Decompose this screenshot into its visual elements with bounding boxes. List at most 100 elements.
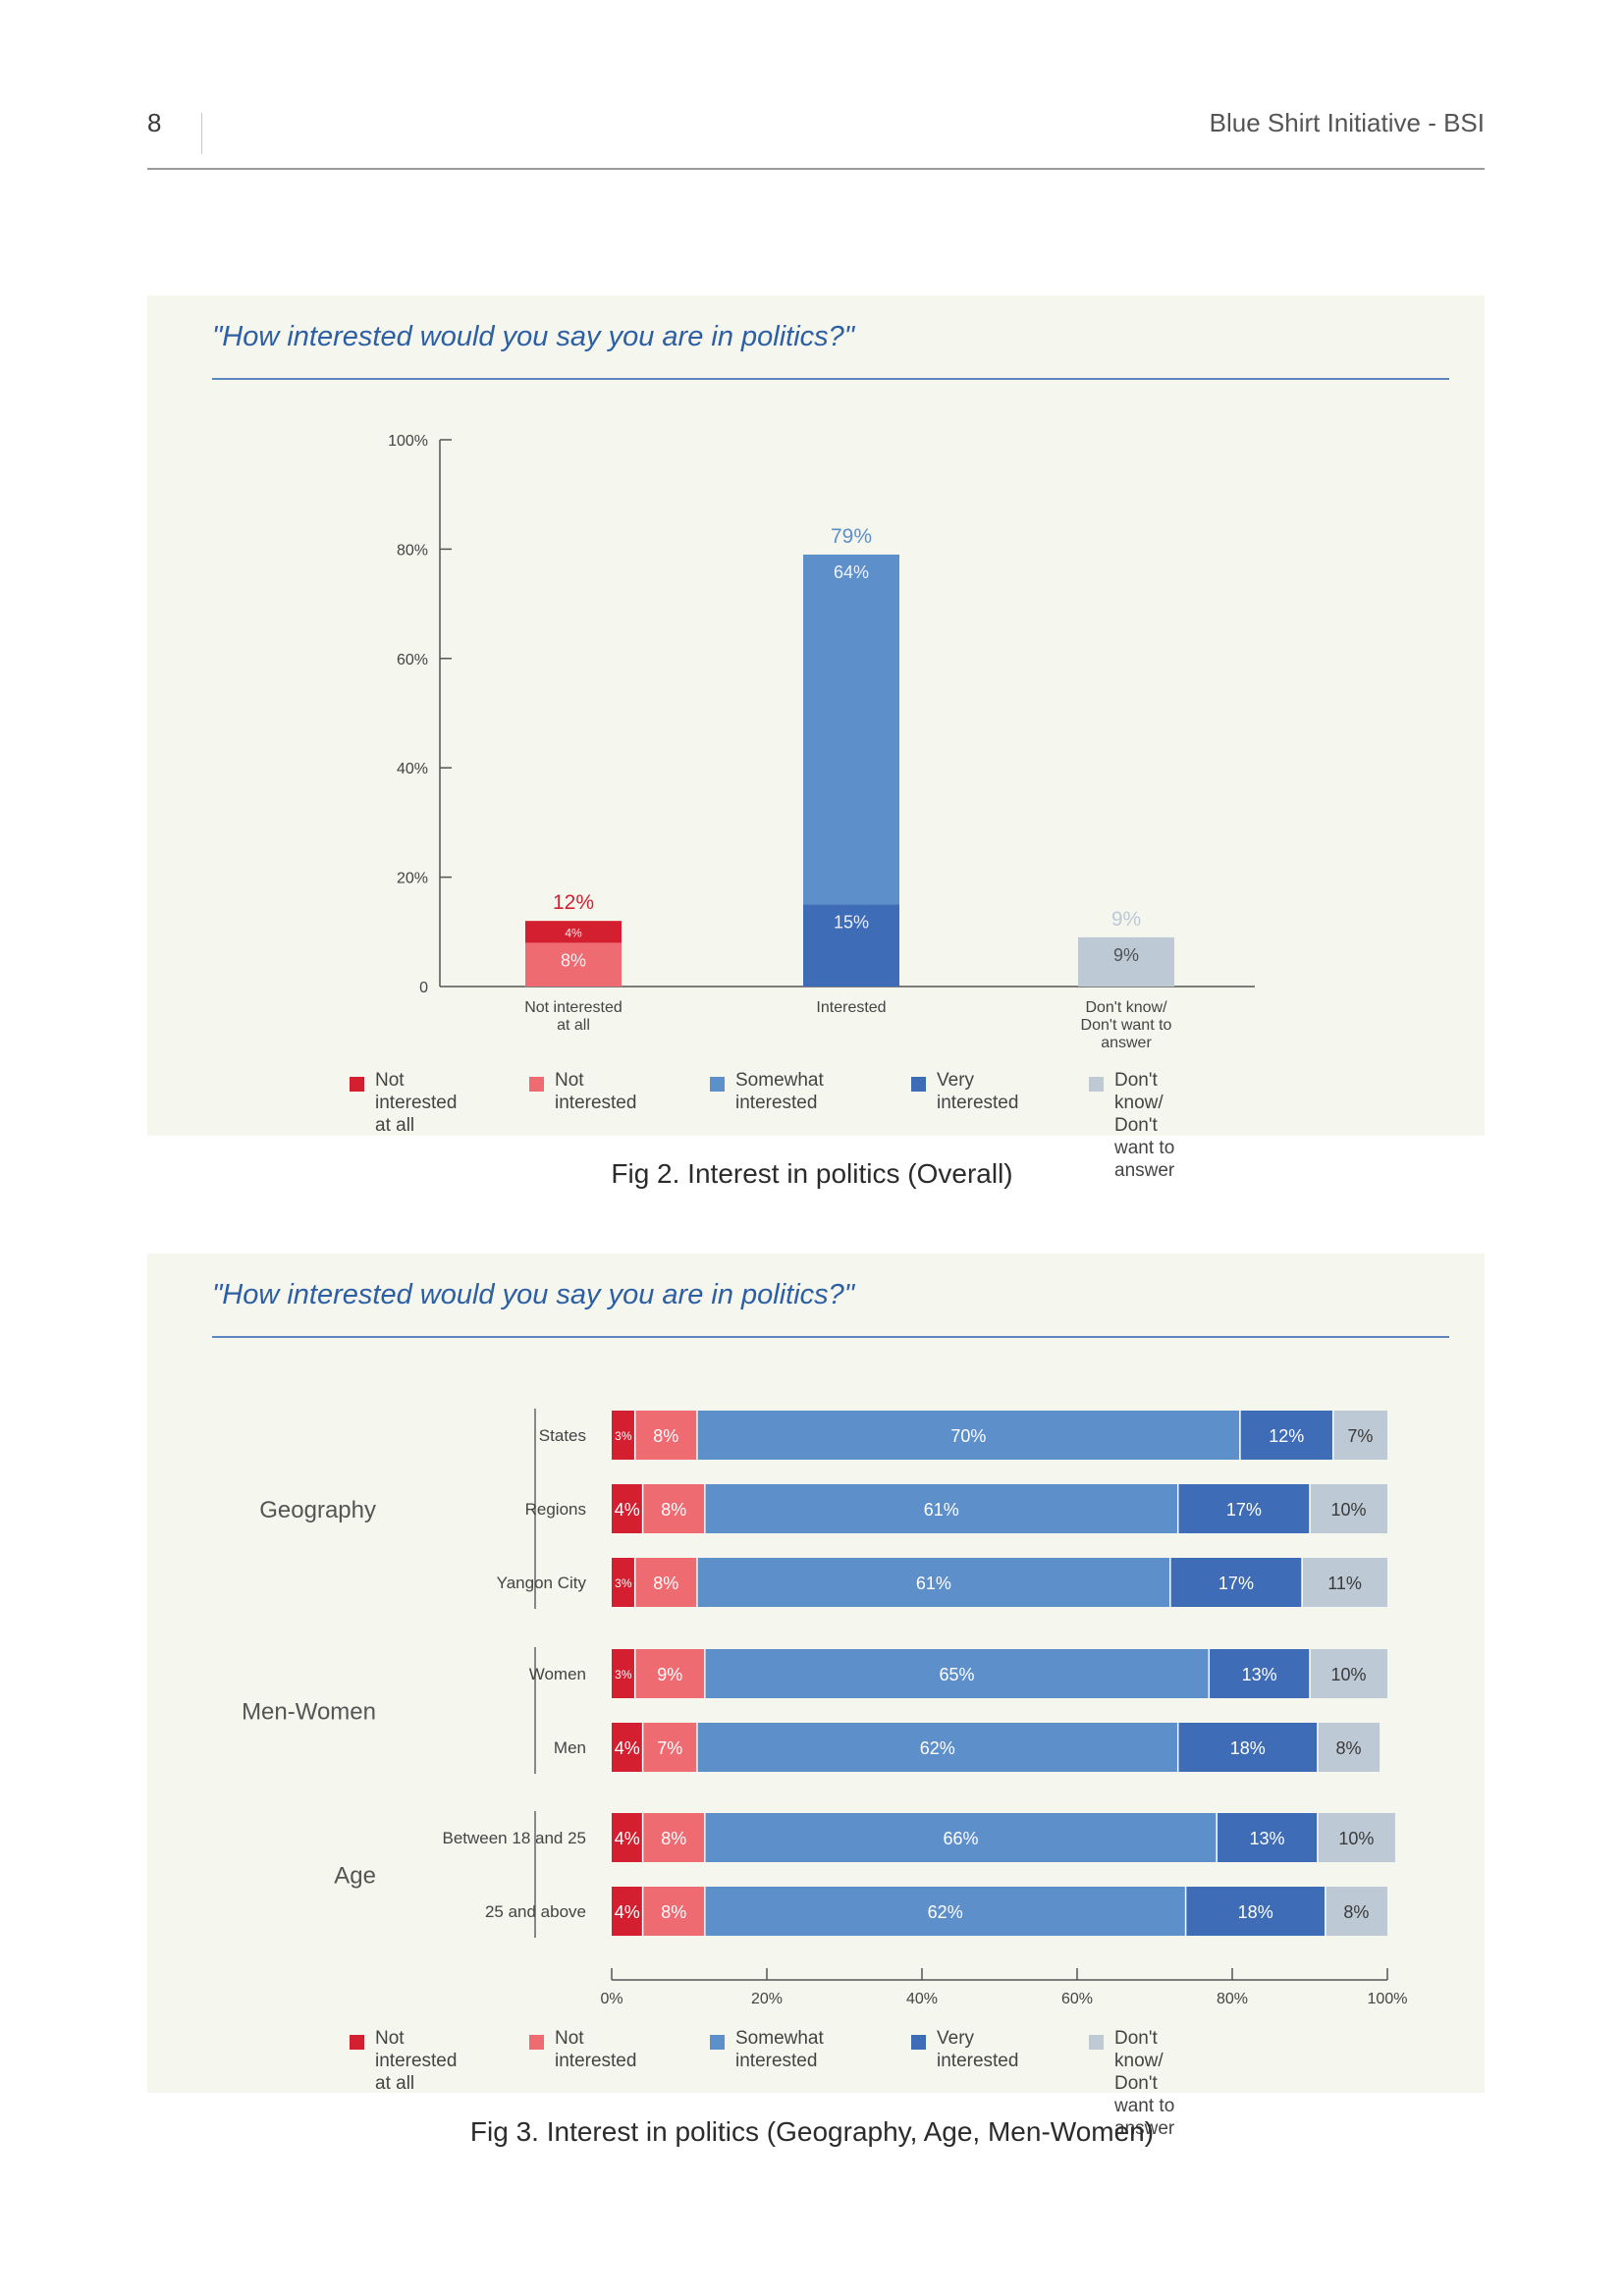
y-tick-label: 20% xyxy=(397,871,428,887)
bar-segment-label: 18% xyxy=(1230,1738,1266,1758)
bar-segment-label: 8% xyxy=(1335,1738,1361,1758)
legend-item-dont-know: Don't know/ Don't want to answer xyxy=(1089,2027,1174,2140)
bar-segment-label: 8% xyxy=(661,1902,686,1922)
bar-segment-not-at-all xyxy=(612,1411,635,1460)
legend-swatch xyxy=(1089,2035,1104,2050)
bar-segment-label: 17% xyxy=(1226,1500,1262,1520)
legend-label: Somewhat interested xyxy=(735,2028,824,2071)
bar-segment-somewhat xyxy=(696,1558,1170,1607)
legend-swatch xyxy=(710,1077,725,1092)
bar-segment-not-at-all xyxy=(612,1813,643,1862)
bar-segment-label: 61% xyxy=(924,1500,959,1520)
question-rule xyxy=(212,1336,1449,1338)
header-rule xyxy=(147,168,1485,170)
bar-segment-not-interested xyxy=(525,942,622,987)
bar-segment-label: 3% xyxy=(615,1576,632,1590)
legend-swatch xyxy=(350,1077,364,1092)
legend-item-not-interested: Not interested xyxy=(529,1069,636,1114)
bar-segment-not-interested xyxy=(642,1887,705,1936)
question-rule xyxy=(212,378,1449,380)
group-label: Age xyxy=(334,1863,376,1890)
bar-segment-somewhat xyxy=(704,1813,1218,1862)
figure-2-panel: "How interested would you say you are in… xyxy=(147,295,1485,1181)
bar-segment-somewhat xyxy=(704,1649,1210,1698)
row-label: Regions xyxy=(525,1500,586,1519)
x-tick-label: 80% xyxy=(1217,1991,1248,2007)
legend-swatch xyxy=(529,1077,544,1092)
bar-segment-label: 7% xyxy=(657,1738,682,1758)
bar-segment-dont-know xyxy=(1310,1649,1387,1698)
question-text: "How interested would you say you are in… xyxy=(212,1279,855,1310)
row-label: Yangon City xyxy=(497,1574,587,1592)
x-tick-label: 100% xyxy=(1368,1991,1408,2007)
bar-segment-somewhat xyxy=(696,1723,1178,1772)
question-text: "How interested would you say you are in… xyxy=(212,321,855,352)
row-label: Women xyxy=(529,1665,586,1683)
bar-segment-very xyxy=(1177,1484,1310,1533)
bar-segment-not-interested xyxy=(634,1411,697,1460)
bar-segment-not-at-all xyxy=(612,1484,643,1533)
figure-3-panel: "How interested would you say you are in… xyxy=(147,1254,1485,2139)
bar-segment-dont-know xyxy=(1317,1723,1380,1772)
segment-interest-bar-chart: Geography States 3% 8% 70% 12% 7% Regions 4% 8% 61… xyxy=(242,1409,1408,2007)
bar-segment-not-at-all xyxy=(612,1558,635,1607)
bar-segment-not-interested xyxy=(642,1723,697,1772)
bar-segment-label: 4% xyxy=(615,1738,640,1758)
bar-segment-not-at-all xyxy=(612,1723,643,1772)
bar-segment-very xyxy=(1177,1723,1318,1772)
legend-label: Very interested xyxy=(937,1070,1019,1113)
group-label: Men-Women xyxy=(242,1699,376,1726)
x-category-label: Interested xyxy=(816,999,886,1016)
x-category-label: Don't know/Don't want to answer xyxy=(1081,999,1172,1051)
legend-label: Not interested xyxy=(555,1070,637,1113)
bar-segment-dont-know xyxy=(1317,1813,1395,1862)
figure-3-caption: Fig 3. Interest in politics (Geography, … xyxy=(469,2116,1155,2147)
bar-segment-label: 62% xyxy=(920,1738,955,1758)
legend-label: Not interested at all xyxy=(375,1070,458,1136)
legend-swatch xyxy=(529,2035,544,2050)
bar-segment-not-interested xyxy=(642,1813,705,1862)
bar-segment-label: 12% xyxy=(1269,1426,1304,1446)
x-tick-label: 40% xyxy=(906,1991,938,2007)
bar-segment-dont-know xyxy=(1325,1887,1387,1936)
bar-segment-label: 4% xyxy=(615,1902,640,1922)
bar-segment-label: 3% xyxy=(615,1429,632,1443)
bar-segment-somewhat xyxy=(704,1887,1186,1936)
bar-segment-label: 65% xyxy=(940,1665,975,1684)
row-label: Between 18 and 25 xyxy=(442,1829,586,1847)
legend-swatch xyxy=(350,2035,364,2050)
bar-segment-not-interested xyxy=(642,1484,705,1533)
x-tick-label: 20% xyxy=(751,1991,783,2007)
legend-label: Don't know/ Don't want to answer xyxy=(1114,1070,1175,1181)
legend-swatch xyxy=(1089,1077,1104,1092)
bar-segment-very xyxy=(1209,1649,1310,1698)
legend-item-somewhat: Somewhat interested xyxy=(710,2027,824,2072)
bar-segment-label: 66% xyxy=(943,1829,978,1848)
bar-segment-label: 17% xyxy=(1218,1574,1254,1593)
legend-item-very: Very interested xyxy=(911,1069,1018,1114)
legend-label: Not interested at all xyxy=(375,2028,458,2094)
row-label: States xyxy=(539,1426,586,1445)
bar-segment-not-at-all xyxy=(612,1887,643,1936)
legend-label: Not interested xyxy=(555,2028,637,2071)
legend-swatch xyxy=(911,2035,926,2050)
figure-2-caption: Fig 2. Interest in politics (Overall) xyxy=(611,1158,1013,1189)
legend-item-not-at-all: Not interested at all xyxy=(350,2027,457,2095)
bar-segment-very xyxy=(1169,1558,1303,1607)
bar-segment-label: 10% xyxy=(1330,1665,1366,1684)
bar-segment-label: 15% xyxy=(834,912,869,932)
legend-item-very: Very interested xyxy=(911,2027,1018,2072)
bar-segment-dont-know xyxy=(1332,1411,1387,1460)
y-tick-label: 40% xyxy=(397,761,428,777)
bar-segment-very xyxy=(1239,1411,1333,1460)
bar-segment-label: 8% xyxy=(653,1426,678,1446)
bar-total-label: 9% xyxy=(1111,908,1141,931)
bar-segment-somewhat xyxy=(704,1484,1178,1533)
legend-label: Don't know/ Don't want to answer xyxy=(1114,2028,1175,2139)
bar-segment-label: 11% xyxy=(1327,1574,1362,1593)
page-number: 8 xyxy=(147,108,162,137)
y-tick-label: 80% xyxy=(397,542,428,559)
bar-segment-dont-know xyxy=(1310,1484,1387,1533)
bar-segment-somewhat xyxy=(696,1411,1240,1460)
bar-segment-label: 8% xyxy=(661,1500,686,1520)
